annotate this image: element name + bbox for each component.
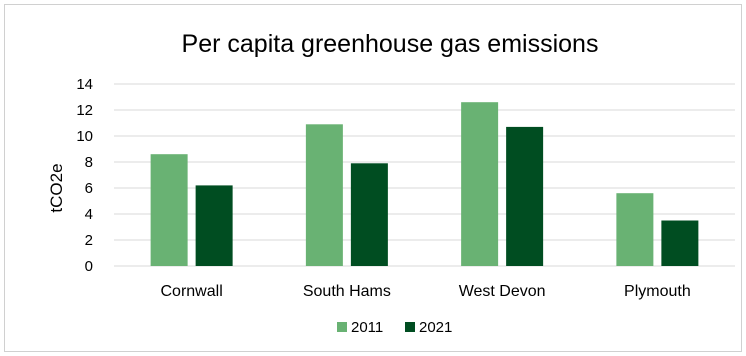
- legend: 2011 2021: [337, 319, 452, 336]
- legend-swatch-2021: [405, 322, 415, 332]
- y-tick-label: 12: [76, 102, 93, 119]
- bar-2021-west-devon: [506, 126, 544, 267]
- category-label: Cornwall: [161, 283, 223, 300]
- y-tick-label: 4: [85, 206, 93, 223]
- y-tick-label: 6: [85, 180, 93, 197]
- legend-swatch-2011: [337, 322, 347, 332]
- bars: [150, 102, 699, 267]
- category-label: Plymouth: [624, 283, 691, 300]
- y-tick-label: 0: [85, 258, 93, 275]
- y-tick-label: 10: [76, 128, 93, 145]
- y-tick-label: 14: [76, 76, 93, 93]
- legend-label: 2021: [419, 319, 452, 336]
- category-label: West Devon: [459, 283, 546, 300]
- y-tick-label: 2: [85, 232, 93, 249]
- category-labels: Cornwall South Hams West Devon Plymouth: [161, 283, 691, 300]
- bar-2021-south-hams: [350, 163, 388, 266]
- y-axis-ticks: 0 2 4 6 8 10 12 14: [76, 76, 93, 275]
- bar-2011-cornwall: [150, 154, 188, 266]
- y-tick-label: 8: [85, 154, 93, 171]
- bar-2021-plymouth: [661, 220, 699, 266]
- category-label: South Hams: [303, 283, 391, 300]
- bar-2011-west-devon: [461, 102, 499, 266]
- bar-2021-cornwall: [195, 185, 233, 266]
- y-axis-label: tCO2e: [47, 163, 66, 212]
- bar-2011-south-hams: [305, 124, 343, 266]
- bar-2011-plymouth: [616, 193, 654, 266]
- chart-title: Per capita greenhouse gas emissions: [182, 30, 599, 58]
- legend-label: 2011: [351, 319, 383, 336]
